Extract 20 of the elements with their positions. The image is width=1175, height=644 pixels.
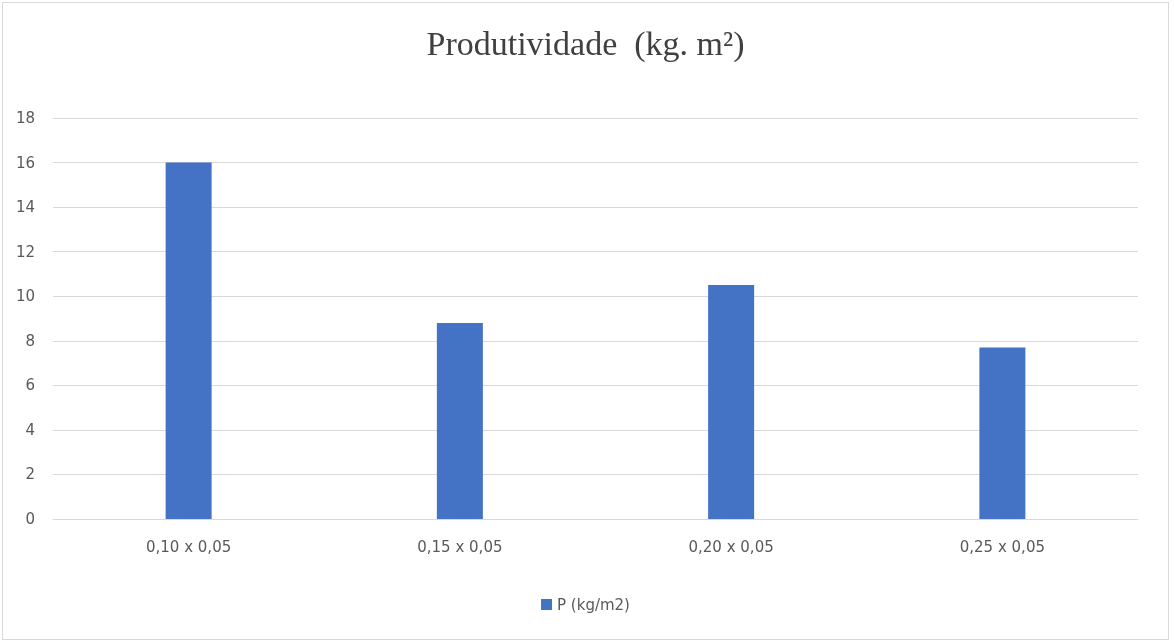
bar — [708, 285, 755, 519]
y-tick-label: 10 — [15, 287, 35, 306]
y-tick-label: 4 — [25, 420, 35, 439]
y-tick-label: 8 — [25, 331, 35, 350]
x-tick-label: 0,15 x 0,05 — [417, 537, 503, 556]
y-tick-label: 14 — [15, 198, 35, 217]
x-tick-label: 0,10 x 0,05 — [146, 537, 232, 556]
bar — [436, 322, 483, 519]
bar — [979, 347, 1026, 519]
legend-label: P (kg/m2) — [557, 595, 630, 614]
bar — [165, 162, 212, 519]
y-tick-label: 6 — [25, 376, 35, 395]
y-tick-label: 16 — [15, 153, 35, 172]
chart-title: Produtividade (kg. m²) — [426, 24, 745, 63]
y-tick-label: 0 — [25, 510, 35, 528]
y-tick-label: 2 — [25, 465, 35, 484]
y-tick-label: 12 — [15, 242, 35, 261]
y-tick-label: 18 — [15, 109, 35, 127]
x-tick-label: 0,25 x 0,05 — [959, 537, 1045, 556]
x-tick-label: 0,20 x 0,05 — [688, 537, 774, 556]
